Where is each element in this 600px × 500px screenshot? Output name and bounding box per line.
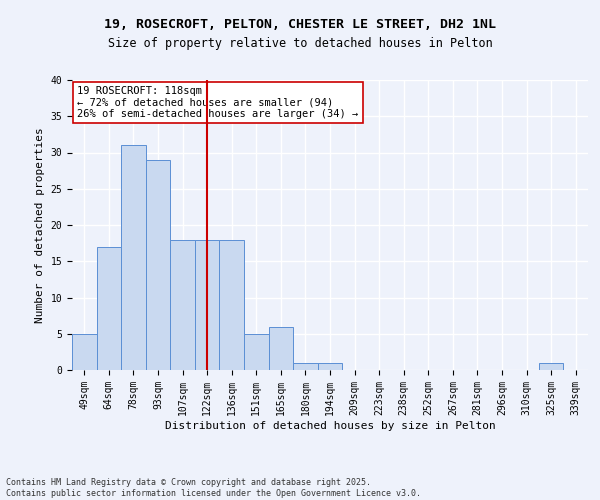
Bar — [244, 334, 269, 370]
Bar — [220, 240, 244, 370]
Y-axis label: Number of detached properties: Number of detached properties — [35, 127, 45, 323]
Text: 19, ROSECROFT, PELTON, CHESTER LE STREET, DH2 1NL: 19, ROSECROFT, PELTON, CHESTER LE STREET… — [104, 18, 496, 30]
Bar — [72, 334, 97, 370]
Bar — [146, 160, 170, 370]
Text: 19 ROSECROFT: 118sqm
← 72% of detached houses are smaller (94)
26% of semi-detac: 19 ROSECROFT: 118sqm ← 72% of detached h… — [77, 86, 358, 119]
Bar — [293, 363, 318, 370]
Bar — [269, 326, 293, 370]
Bar — [121, 145, 146, 370]
X-axis label: Distribution of detached houses by size in Pelton: Distribution of detached houses by size … — [164, 420, 496, 430]
Bar — [539, 363, 563, 370]
Bar — [170, 240, 195, 370]
Text: Contains HM Land Registry data © Crown copyright and database right 2025.
Contai: Contains HM Land Registry data © Crown c… — [6, 478, 421, 498]
Bar — [195, 240, 220, 370]
Bar — [97, 246, 121, 370]
Bar — [318, 363, 342, 370]
Text: Size of property relative to detached houses in Pelton: Size of property relative to detached ho… — [107, 38, 493, 51]
